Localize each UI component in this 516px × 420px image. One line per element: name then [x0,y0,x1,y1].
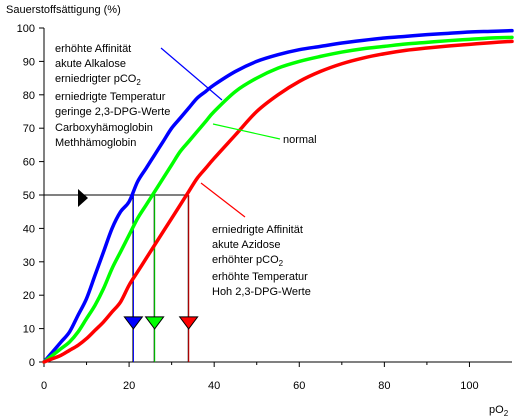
annotation-right-line-3-sub: 2 [279,259,284,268]
y-tick-label: 90 [23,56,35,68]
annotation-line-7: Methhämoglobin [55,137,136,149]
y-tick-label: 50 [23,190,35,202]
x-tick-label: 40 [208,380,220,392]
p50-marker [178,316,199,330]
series-line [42,39,514,364]
annotation-line-1: erhöhte Affinität [55,43,131,55]
series-line [42,28,514,364]
annotation-low-affinity: erniedrigte Affinität akute Azidose erhö… [212,224,311,298]
series-line [42,35,514,364]
annotation-line-5: geringe 2,3-DPG-Werte [55,106,170,118]
annotation-line-3-main: erniedrigter pCO [55,73,137,85]
curves [42,28,514,364]
annotation-right-line-5: Hoh 2,3-DPG-Werte [212,286,311,298]
y-tick-label: 10 [23,324,35,336]
p50-markers [123,316,199,330]
x-axis-title-sub: 2 [504,409,509,418]
annotation-right-line-4: erhöhte Temperatur [212,271,308,283]
y-axis-title: Sauerstoffsättigung (%) [6,4,121,16]
y-tick-label: 40 [23,223,35,235]
y-tick-label: 80 [23,90,35,102]
y-tick-label: 60 [23,157,35,169]
pointer-line-green [212,123,281,140]
y-tick-label: 70 [23,123,35,135]
pointer-line-blue [160,47,223,101]
x-tick-label: 20 [123,380,135,392]
annotation-line-2: akute Alkalose [55,58,126,70]
x-tick-label: 0 [41,380,47,392]
annotation-right-line-3: erhöhter pCO2 [212,254,284,268]
annotation-right-line-3-main: erhöhter pCO [212,254,279,266]
x-axis-title-main: pO [489,404,504,416]
y-ticks: 0 10 20 30 40 50 60 70 80 90 100 [17,23,44,369]
x-tick-label: 60 [293,380,305,392]
annotation-line-6: Carboxyhämoglobin [55,122,153,134]
y-tick-label: 100 [17,23,35,35]
p50-guides [44,194,190,362]
y-tick-label: 0 [29,357,35,369]
annotation-high-affinity: erhöhte Affinität akute Alkalose erniedr… [55,43,170,149]
annotation-right-line-1: erniedrigte Affinität [212,224,303,236]
y-tick-label: 20 [23,290,35,302]
p50-marker [123,316,144,330]
x-axis-title: pO2 [489,404,509,418]
pointer-line-red [200,182,246,218]
annotation-normal: normal [283,134,317,146]
annotation-line-3: erniedrigter pCO2 [55,73,141,87]
x-tick-label: 100 [460,380,478,392]
p50-marker [144,316,165,330]
y-tick-label: 30 [23,257,35,269]
annotation-line-3-sub: 2 [136,78,141,87]
x-ticks: 0 20 40 60 80 100 [41,362,479,392]
reference-arrow-marker [78,189,88,207]
annotation-line-4: erniedrigte Temperatur [55,91,166,103]
x-tick-label: 80 [378,380,390,392]
annotation-right-line-2: akute Azidose [212,239,281,251]
